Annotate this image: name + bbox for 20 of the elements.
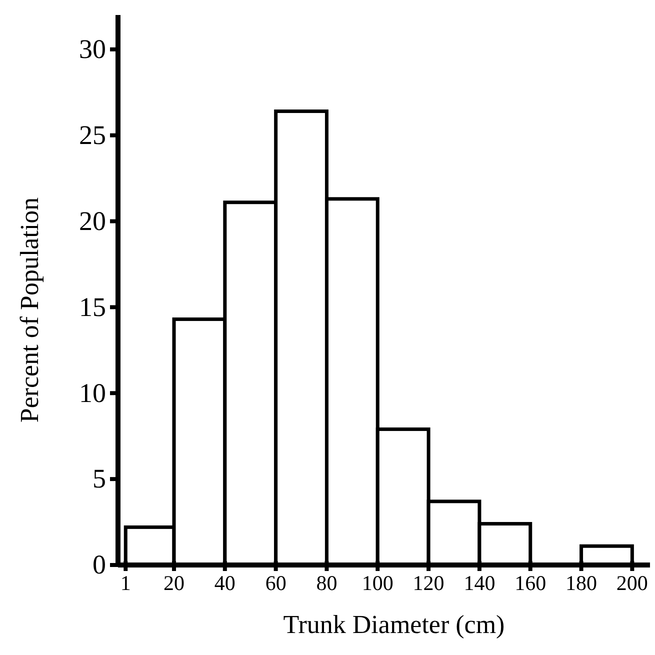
y-tick-label: 30 [79,34,106,64]
x-tick-label: 60 [265,570,286,595]
x-axis-title: Trunk Diameter (cm) [283,610,505,639]
y-tick-label: 5 [92,464,106,494]
x-tick-label: 100 [362,570,394,595]
x-tick-label: 20 [164,570,184,595]
y-tick-label: 25 [79,120,106,150]
y-tick-label: 0 [92,550,106,580]
y-tick-label: 15 [79,292,106,322]
x-tick-label: 120 [412,570,444,595]
x-tick-label: 200 [616,570,648,595]
x-tick-label: 160 [514,570,546,595]
y-tick-label: 10 [79,378,106,408]
x-tick-label: 80 [316,570,338,595]
y-axis-title: Percent of Population [15,197,44,423]
x-tick-label: 40 [214,570,236,595]
x-tick-label: 140 [464,570,496,595]
y-tick-label: 20 [79,206,106,236]
x-tick-label: 1 [120,570,131,595]
x-tick-label: 180 [566,570,598,595]
